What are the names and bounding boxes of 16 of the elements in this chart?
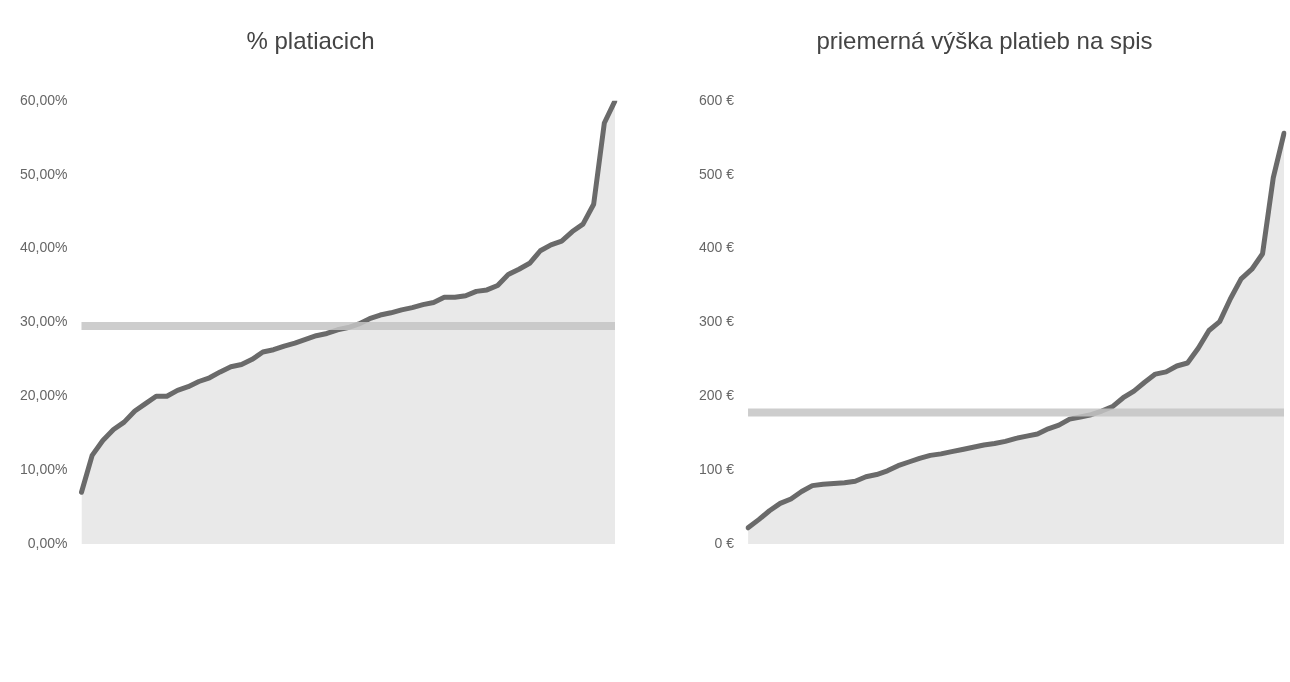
y-tick-label: 20,00% (20, 387, 68, 404)
y-tick-label: 100 € (698, 460, 735, 477)
y-tick-label: 300 € (698, 313, 735, 330)
y-tick-label: 30,00% (20, 313, 68, 330)
y-tick-label: 600 € (698, 91, 735, 108)
y-tick-label: 10,00% (20, 460, 68, 477)
y-tick-label: 400 € (698, 239, 735, 256)
y-tick-label: 40,00% (20, 239, 68, 256)
y-tick-label: 0,00% (27, 534, 68, 551)
y-tick-label: 50,00% (20, 165, 68, 182)
y-tick-label: 200 € (698, 387, 735, 404)
y-tick-label: 60,00% (20, 91, 68, 108)
y-tick-label: 500 € (698, 165, 735, 182)
chart-title: priemerná výška platieb na spis (816, 27, 1153, 55)
y-tick-label: 0 € (714, 534, 735, 551)
chart-title: % platiacich (246, 27, 375, 55)
